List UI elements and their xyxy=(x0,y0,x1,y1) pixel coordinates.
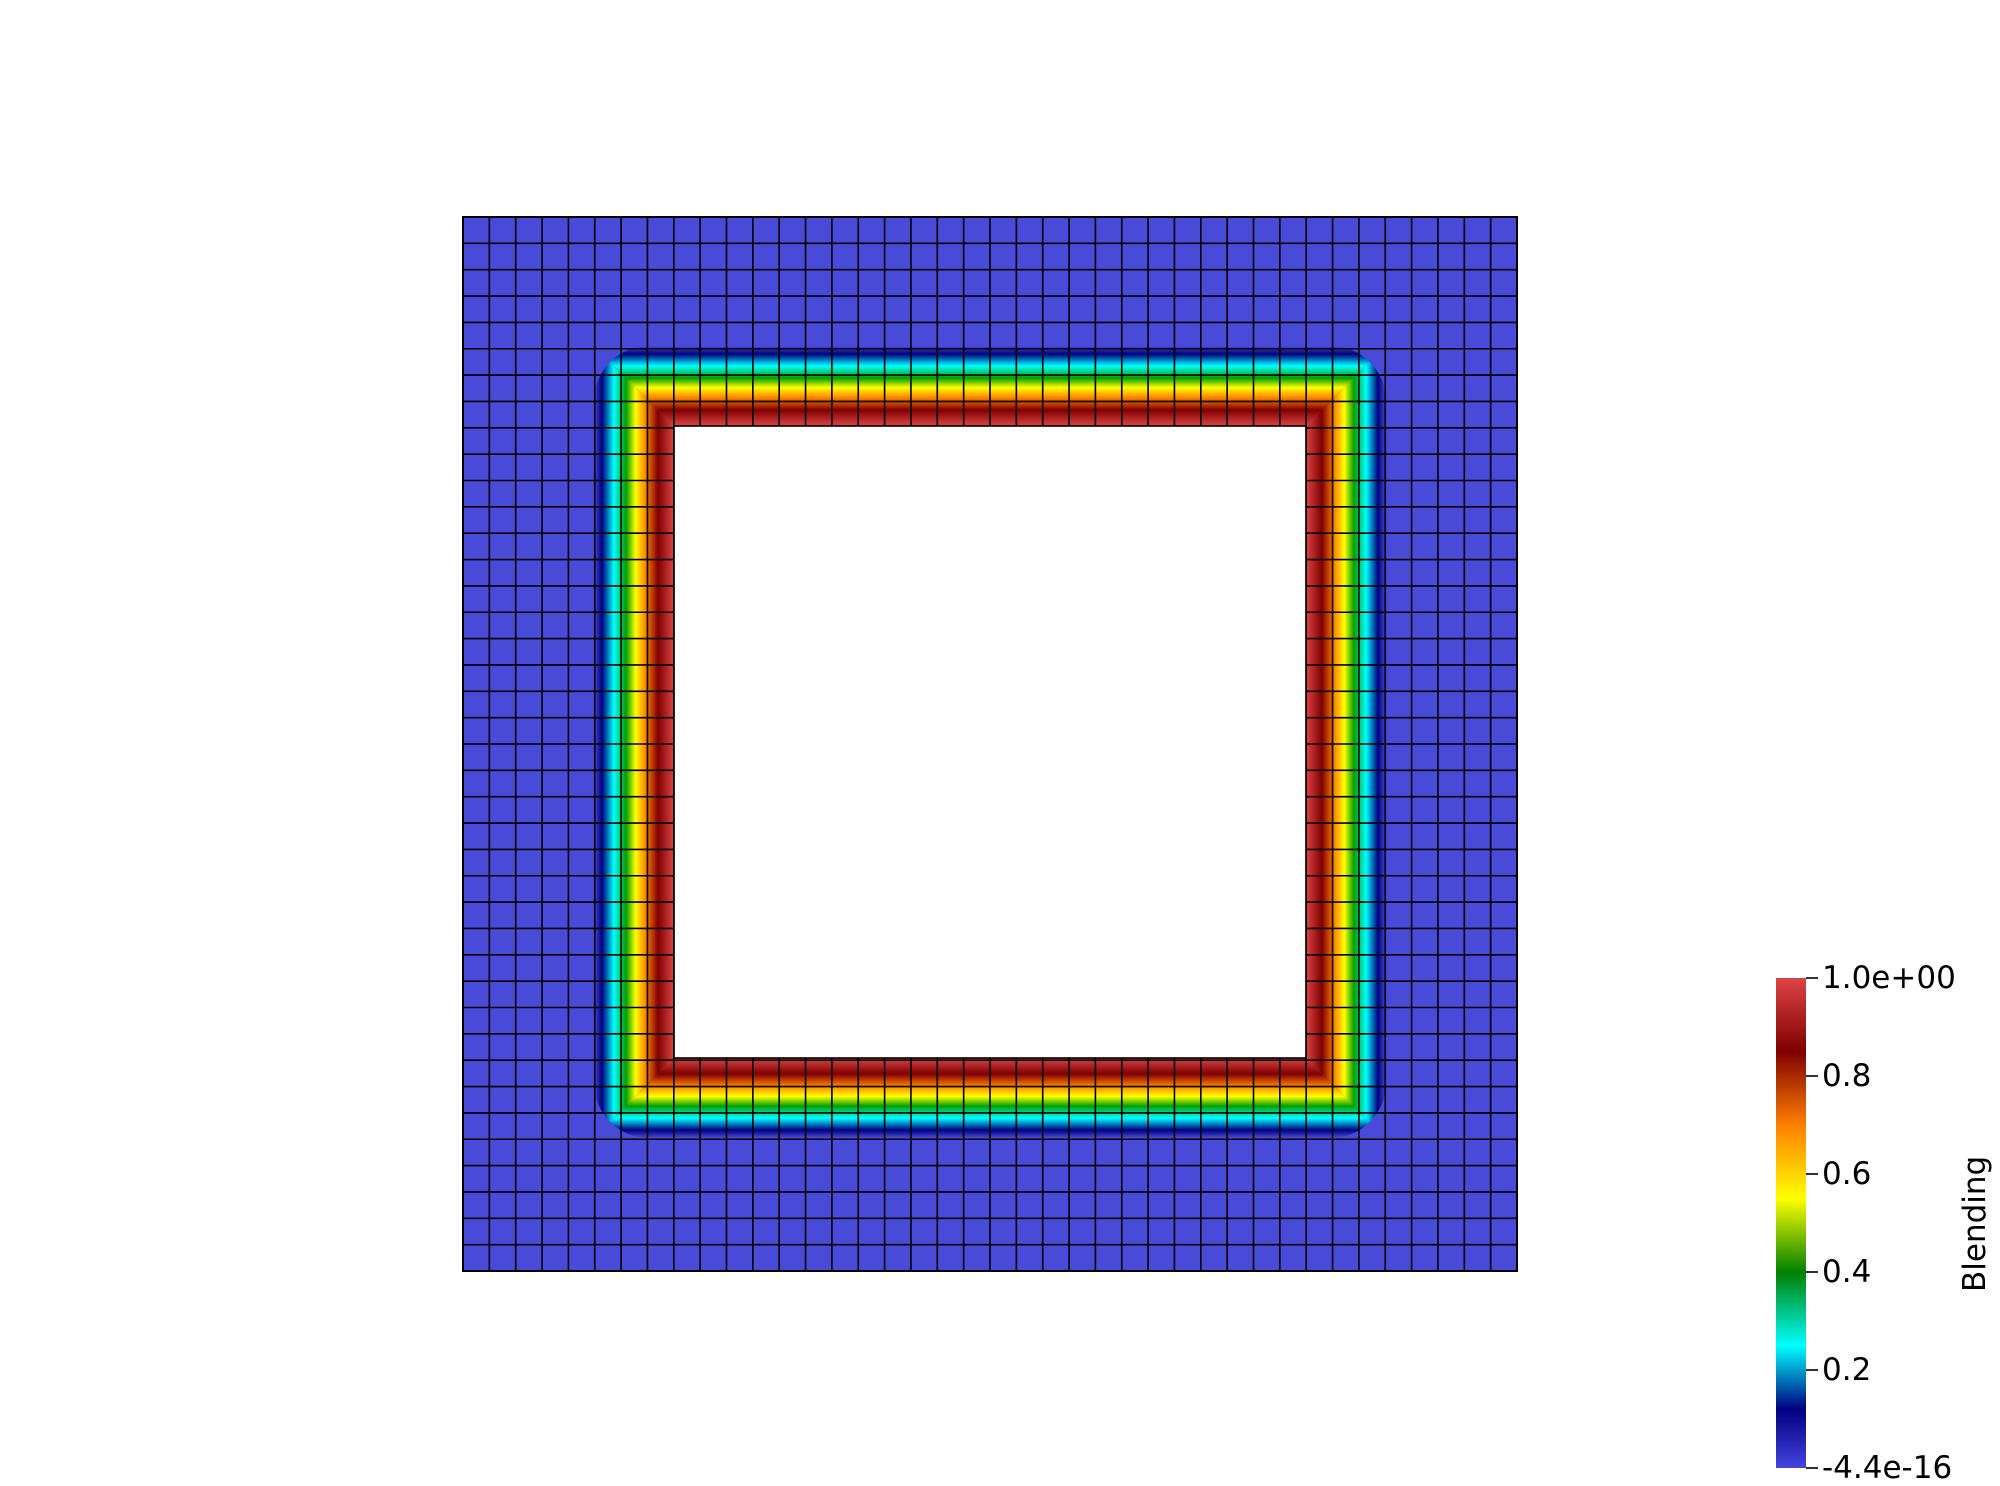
colorbar-tick-label: 1.0e+00 xyxy=(1822,960,1956,996)
colorbar-tick-label: -4.4e-16 xyxy=(1822,1450,1953,1486)
blend-band-right xyxy=(1306,346,1386,1138)
band-corner-1 xyxy=(1331,346,1386,401)
mesh-plot xyxy=(462,216,1518,1272)
band-corner-0 xyxy=(594,346,649,401)
mesh-hole xyxy=(674,426,1306,1058)
colorbar-tick-label: 0.2 xyxy=(1822,1352,1872,1388)
blend-band-left xyxy=(594,346,674,1138)
colorbar-tick-label: 0.8 xyxy=(1822,1058,1872,1094)
colorbar xyxy=(1776,977,1818,1469)
mesh-grid xyxy=(462,216,1518,1272)
band-corner-3 xyxy=(1331,1083,1386,1138)
colorbar-tick-label: 0.6 xyxy=(1822,1156,1872,1192)
colorbar-gradient xyxy=(1776,978,1806,1468)
hole-border xyxy=(673,425,1307,1059)
band-corner-2 xyxy=(594,1083,649,1138)
mesh-border xyxy=(462,216,1518,1272)
colorbar-tick-label: 0.4 xyxy=(1822,1254,1872,1290)
colorbar-title: Blending xyxy=(1957,1155,1993,1292)
